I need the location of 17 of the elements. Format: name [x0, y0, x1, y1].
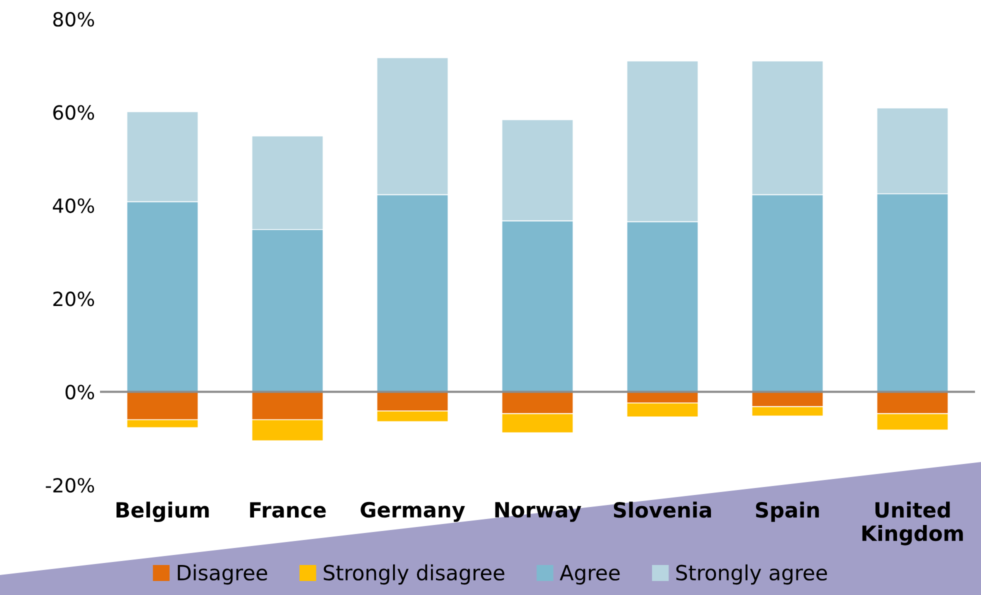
x-tick-label: Spain	[756, 502, 819, 522]
legend-label: Agree	[560, 565, 620, 585]
x-tick-label: Belgium	[116, 502, 209, 522]
legend-label: Strongly disagree	[324, 564, 504, 585]
x-tick-label: France	[250, 502, 326, 518]
y-tick-label: 40%	[52, 198, 94, 214]
y-tick-label: 60%	[53, 105, 94, 120]
x-tick-label: Germany	[360, 502, 465, 522]
x-tick-label: Slovenia	[614, 502, 711, 518]
y-tick-label: 80%	[53, 12, 94, 27]
legend-label: Disagree	[178, 564, 268, 585]
y-tick-label: 20%	[53, 292, 94, 306]
y-tick-label: -20%	[46, 478, 94, 493]
y-tick-label: 0%	[66, 384, 94, 400]
x-tick-label: United Kingdom	[862, 502, 963, 546]
legend-label: Strongly agree	[676, 564, 827, 585]
x-tick-label: Norway	[495, 502, 582, 522]
